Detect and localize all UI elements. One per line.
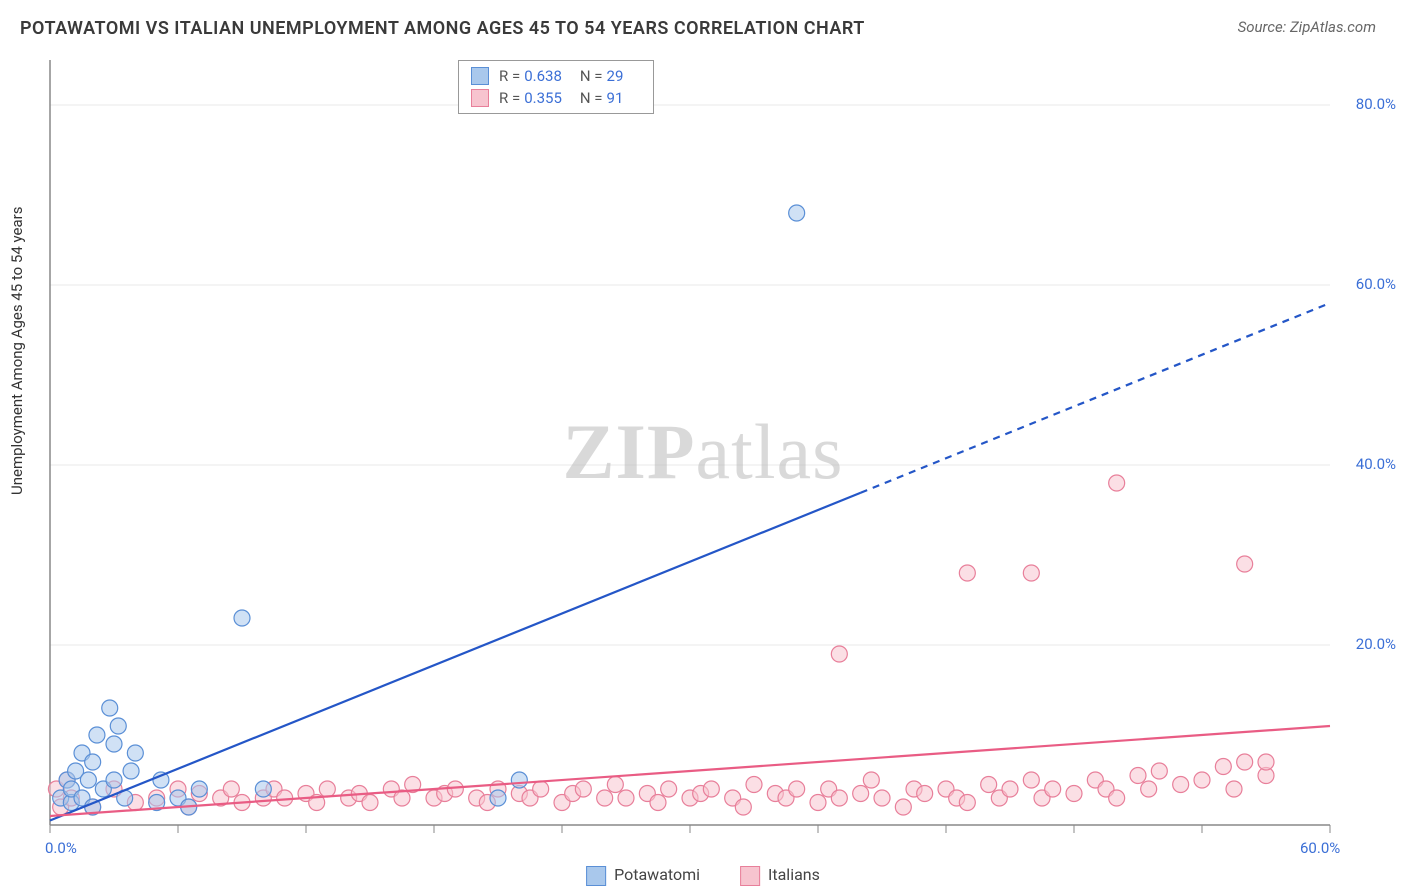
y-tick-label: 60.0% bbox=[1336, 275, 1396, 293]
series-legend: Potawatomi Italians bbox=[586, 865, 820, 886]
legend-item-italians: Italians bbox=[740, 865, 820, 886]
x-tick-label: 60.0% bbox=[1300, 839, 1340, 857]
chart-container: Unemployment Among Ages 45 to 54 years Z… bbox=[0, 45, 1406, 892]
legend-swatch-italians bbox=[471, 89, 489, 107]
y-axis-label: Unemployment Among Ages 45 to 54 years bbox=[8, 207, 26, 495]
chart-title: POTAWATOMI VS ITALIAN UNEMPLOYMENT AMONG… bbox=[20, 18, 865, 39]
x-tick-label: 0.0% bbox=[45, 839, 77, 857]
legend-swatch-icon bbox=[740, 866, 760, 886]
scatter-plot-svg bbox=[0, 45, 1406, 860]
legend-swatch-icon bbox=[586, 866, 606, 886]
source-attribution: Source: ZipAtlas.com bbox=[1238, 18, 1376, 36]
legend-row-italians: R =0.355N =91 bbox=[471, 87, 641, 109]
legend-swatch-potawatomi bbox=[471, 67, 489, 85]
y-tick-label: 40.0% bbox=[1336, 455, 1396, 473]
legend-item-potawatomi: Potawatomi bbox=[586, 865, 700, 886]
y-tick-label: 20.0% bbox=[1336, 635, 1396, 653]
y-tick-label: 80.0% bbox=[1336, 95, 1396, 113]
correlation-legend: R =0.638N =29 R =0.355N =91 bbox=[458, 60, 654, 114]
legend-row-potawatomi: R =0.638N =29 bbox=[471, 65, 641, 87]
